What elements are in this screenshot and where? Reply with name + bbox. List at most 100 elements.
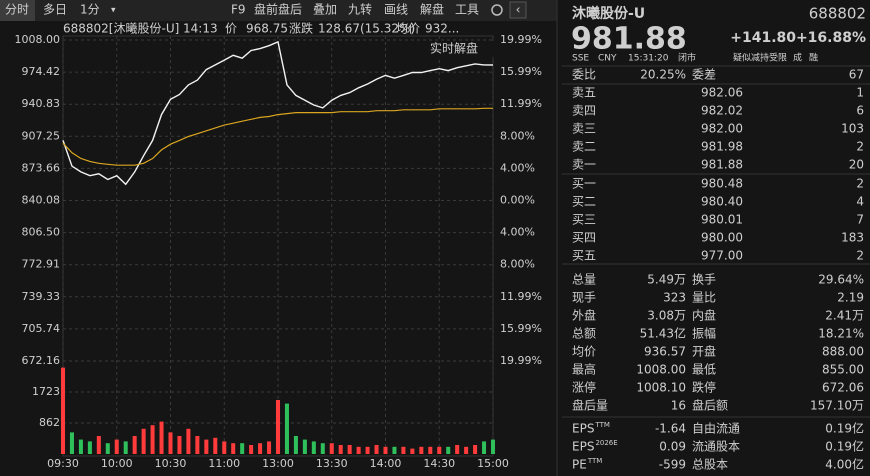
order-price: 981.98 bbox=[701, 140, 743, 154]
tool-button[interactable]: 叠加 bbox=[313, 3, 337, 17]
toolbar bbox=[0, 0, 557, 21]
order-volume: 2 bbox=[856, 249, 864, 263]
volume-tick-label: 1723 bbox=[32, 385, 60, 398]
volume-bar bbox=[338, 445, 343, 454]
order-price: 982.06 bbox=[701, 86, 743, 100]
dropdown-icon[interactable]: ▾ bbox=[111, 6, 116, 16]
value: 855.00 bbox=[822, 363, 864, 377]
label-sup: TTM bbox=[587, 457, 602, 465]
header-change: 128.67(15.32%) bbox=[318, 22, 415, 36]
value: 5.49万 bbox=[647, 273, 686, 287]
order-volume: 1 bbox=[856, 86, 864, 100]
volume-bar bbox=[195, 436, 200, 454]
value: 157.10万 bbox=[810, 399, 864, 413]
tool-button[interactable]: 画线 bbox=[384, 3, 408, 17]
order-volume: 20 bbox=[849, 158, 864, 172]
y-tick-label: 772.91 bbox=[22, 258, 61, 271]
order-label: 卖一 bbox=[572, 158, 596, 172]
y-tick-label: 940.83 bbox=[22, 97, 61, 110]
volume-bar bbox=[150, 425, 155, 454]
volume-bar bbox=[356, 446, 361, 454]
tab[interactable]: 1分 bbox=[80, 3, 100, 17]
order-price: 977.00 bbox=[701, 249, 743, 263]
label: EPS bbox=[572, 440, 594, 454]
y2-tick-label: 19.99% bbox=[500, 33, 542, 46]
annotation-button[interactable] bbox=[426, 41, 496, 57]
order-label: 买二 bbox=[572, 195, 596, 209]
volume-bar bbox=[132, 436, 137, 454]
order-label: 卖三 bbox=[572, 122, 596, 136]
value: 323 bbox=[663, 291, 686, 305]
volume-bar bbox=[267, 441, 272, 454]
volume-bar bbox=[249, 445, 254, 454]
settings-icon[interactable] bbox=[491, 4, 503, 16]
header-price: 968.75 bbox=[246, 22, 288, 36]
y2-tick-label: 4.00% bbox=[500, 161, 535, 174]
volume-bar bbox=[96, 436, 101, 454]
order-volume: 103 bbox=[841, 122, 864, 136]
tag: 疑似减持受限 bbox=[733, 52, 787, 64]
tool-button[interactable]: 九转 bbox=[348, 2, 372, 17]
value: 0.09 bbox=[659, 440, 686, 454]
x-tick-label: 11:00 bbox=[208, 457, 240, 470]
collapse-button[interactable] bbox=[509, 1, 527, 19]
label: 总额 bbox=[572, 327, 596, 341]
order-volume: 4 bbox=[856, 195, 864, 209]
volume-bar bbox=[392, 446, 397, 454]
label: 总量 bbox=[572, 273, 596, 287]
volume-bar bbox=[177, 436, 182, 454]
order-label: 卖二 bbox=[572, 140, 596, 154]
y2-tick-label: 4.00% bbox=[500, 226, 535, 239]
stock-code: 688802 bbox=[809, 5, 866, 23]
value: 2.41万 bbox=[825, 309, 864, 323]
volume-bar bbox=[159, 421, 164, 454]
y2-tick-label: 11.99% bbox=[500, 290, 542, 303]
tool-button[interactable]: F9 bbox=[231, 3, 246, 17]
value: 29.64% bbox=[818, 273, 864, 287]
header-avg: 932... bbox=[425, 22, 459, 36]
value: 1008.10 bbox=[636, 381, 686, 395]
volume-bar bbox=[141, 428, 146, 454]
order-price: 980.48 bbox=[701, 177, 743, 191]
label: EPS bbox=[572, 422, 594, 436]
tag: 融 bbox=[809, 53, 818, 64]
volume-bar bbox=[410, 448, 415, 454]
order-price: 980.40 bbox=[701, 195, 743, 209]
value: 0.19亿 bbox=[825, 439, 864, 454]
tool-button[interactable]: 工具 bbox=[455, 3, 479, 17]
tab[interactable]: 多日 bbox=[43, 3, 67, 17]
y-tick-label: 1008.00 bbox=[15, 33, 61, 46]
volume-tick-label: 862 bbox=[39, 416, 60, 429]
y2-tick-label: 11.99% bbox=[500, 97, 542, 110]
y-tick-label: 840.08 bbox=[22, 194, 61, 207]
value: 672.06 bbox=[822, 381, 864, 395]
y2-tick-label: 0.00% bbox=[500, 194, 535, 207]
order-label: 买一 bbox=[572, 177, 596, 191]
order-price: 981.88 bbox=[701, 158, 743, 172]
tool-button[interactable]: 盘前盘后 bbox=[254, 2, 302, 17]
last-price: 981.88 bbox=[571, 22, 687, 57]
label-sup: 2026E bbox=[595, 439, 617, 447]
order-volume: 2 bbox=[856, 177, 864, 191]
volume-bar bbox=[123, 441, 128, 454]
tab[interactable]: 分时 bbox=[5, 3, 29, 17]
y2-tick-label: 15.99% bbox=[500, 65, 542, 78]
x-tick-label: 15:00 bbox=[477, 457, 509, 470]
value: 2.19 bbox=[837, 291, 864, 305]
label: 振幅 bbox=[692, 326, 716, 341]
x-tick-label: 13:00 bbox=[262, 457, 294, 470]
label: 量比 bbox=[692, 291, 716, 305]
volume-bar bbox=[258, 443, 263, 454]
volume-bar bbox=[186, 428, 191, 454]
tool-button[interactable]: 解盘 bbox=[420, 2, 444, 17]
order-label: 卖五 bbox=[572, 86, 596, 100]
y-tick-label: 806.50 bbox=[22, 226, 61, 239]
order-volume: 7 bbox=[856, 213, 864, 227]
header-code-name: 688802[沐曦股份-U] bbox=[63, 22, 179, 36]
label: 盘后量 bbox=[572, 398, 608, 413]
label: 换手 bbox=[692, 273, 716, 287]
volume-bar bbox=[168, 432, 173, 454]
order-price: 982.00 bbox=[701, 122, 743, 136]
